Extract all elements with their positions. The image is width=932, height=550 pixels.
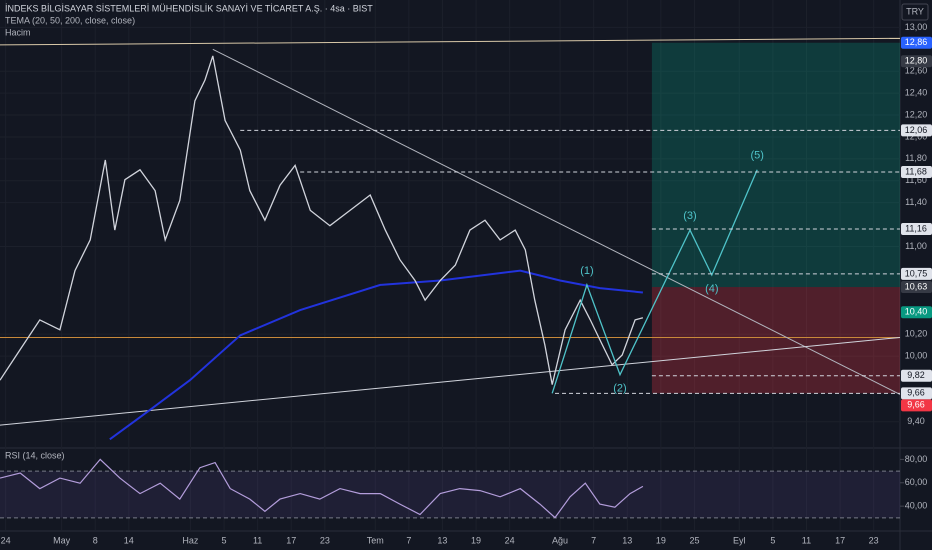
y-tick-label: 11,60 (905, 175, 927, 185)
rsi-tick-label: 40,00 (905, 501, 928, 511)
x-tick-label: 7 (591, 535, 596, 545)
x-tick-label: 7 (406, 535, 411, 545)
rsi-tick-label: 80,00 (905, 454, 928, 464)
y-tick-label: 11,40 (905, 197, 927, 207)
level-box (901, 281, 932, 294)
wave-label: (5) (750, 150, 763, 162)
y-tick-label: 10,20 (905, 329, 928, 339)
y-tick-label: 11,80 (905, 153, 927, 163)
x-tick-label: 13 (622, 535, 632, 545)
trendline (212, 48, 901, 395)
y-tick-label: 10,00 (905, 350, 928, 360)
level-box (901, 369, 932, 382)
x-tick-label: 14 (124, 535, 134, 545)
rsi-line (0, 458, 644, 519)
x-tick-label: 23 (320, 535, 330, 545)
rsi-title: RSI (14, close) (5, 450, 65, 460)
level-label: 11,16 (905, 223, 927, 233)
x-tick-label: Tem (367, 535, 384, 545)
x-tick-label: 5 (770, 535, 775, 545)
wave-label: (3) (683, 210, 696, 222)
level-label: 9,66 (907, 388, 925, 398)
x-tick-label: 24 (505, 535, 515, 545)
x-tick-label: 19 (656, 535, 666, 545)
y-tick-label: 12,20 (905, 109, 928, 119)
x-tick-label: 8 (93, 535, 98, 545)
level-box (901, 166, 932, 179)
wave-path (551, 169, 758, 394)
wave-label: (2) (613, 383, 626, 395)
x-tick-label: Ağu (552, 535, 568, 545)
x-tick-label: Haz (182, 535, 199, 545)
trendline (0, 37, 901, 46)
currency: TRY (906, 6, 924, 16)
level-box (901, 222, 932, 235)
level-label: 9,82 (907, 370, 925, 380)
price-line (0, 55, 644, 385)
x-tick-label: 17 (835, 535, 845, 545)
level-box (901, 387, 932, 400)
y-tick-label: 12,60 (905, 66, 928, 76)
x-tick-label: 17 (286, 535, 296, 545)
position-loss-zone (651, 287, 900, 394)
level-label: 12,06 (905, 125, 928, 135)
level-label: 10,63 (905, 281, 928, 291)
level-label: 9,66 (907, 400, 925, 410)
x-tick-label: 24 (1, 535, 11, 545)
x-tick-label: Eyl (733, 535, 746, 545)
wave-label: (1) (580, 265, 593, 277)
level-label: 12,86 (905, 37, 928, 47)
y-tick-label: 9,40 (907, 416, 925, 426)
level-box (901, 306, 932, 319)
level-box (901, 36, 932, 49)
level-box (901, 267, 932, 280)
level-label: 10,40 (905, 307, 928, 317)
rsi-band (0, 471, 900, 518)
indicator-label: TEMA (20, 50, 200, close, close) (5, 15, 135, 25)
level-label: 11,68 (905, 166, 927, 176)
symbol-title: İNDEKS BİLGİSAYAR SİSTEMLERİ MÜHENDİSLİK… (5, 3, 373, 13)
rsi-tick-label: 60,00 (905, 477, 928, 487)
x-tick-label: 11 (802, 535, 811, 545)
volume-label: Hacim (5, 27, 31, 37)
level-box (901, 55, 932, 68)
y-tick-label: 13,00 (905, 22, 928, 32)
position-profit-zone (651, 42, 900, 288)
x-tick-label: 19 (471, 535, 481, 545)
y-tick-label: 12,40 (905, 88, 928, 98)
x-tick-label: 5 (222, 535, 227, 545)
y-tick-label: 11,00 (905, 241, 927, 251)
level-box (901, 399, 932, 412)
level-box (901, 124, 932, 137)
x-tick-label: May (53, 535, 71, 545)
x-tick-label: 13 (437, 535, 447, 545)
currency-box (901, 3, 929, 21)
x-tick-label: 25 (689, 535, 699, 545)
wave-label: (4) (705, 283, 718, 295)
x-tick-label: 23 (869, 535, 879, 545)
x-tick-label: 11 (253, 535, 262, 545)
level-label: 12,80 (905, 56, 928, 66)
level-label: 10,75 (905, 268, 928, 278)
moving-average (109, 269, 644, 441)
